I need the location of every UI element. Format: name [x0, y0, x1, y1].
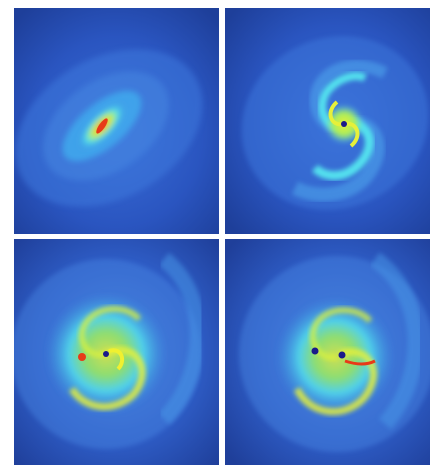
panel-2-image [225, 8, 430, 234]
simulation-panel-3 [14, 239, 219, 465]
panel-3-image [14, 239, 219, 465]
simulation-panel-4 [225, 239, 430, 465]
simulation-panel-1 [14, 8, 219, 234]
simulation-panel-2 [225, 8, 430, 234]
panel-4-image [225, 239, 430, 465]
simulation-panel-grid [14, 8, 432, 467]
panel-1-image [14, 8, 219, 234]
